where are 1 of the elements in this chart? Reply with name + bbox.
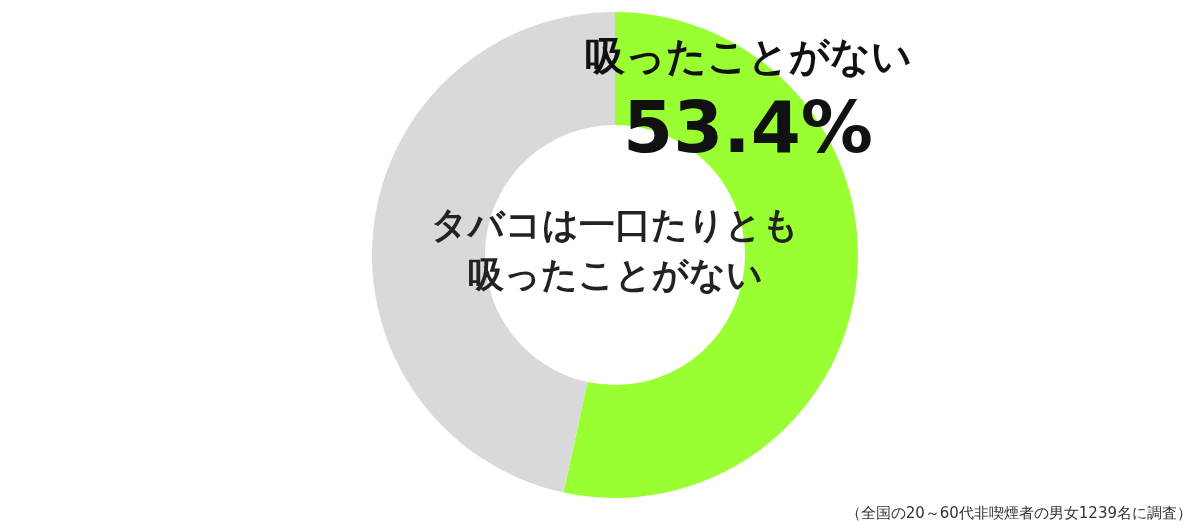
- text: （全国の20～60代非喫煙者の男女1239名に調査）: [845, 504, 1192, 522]
